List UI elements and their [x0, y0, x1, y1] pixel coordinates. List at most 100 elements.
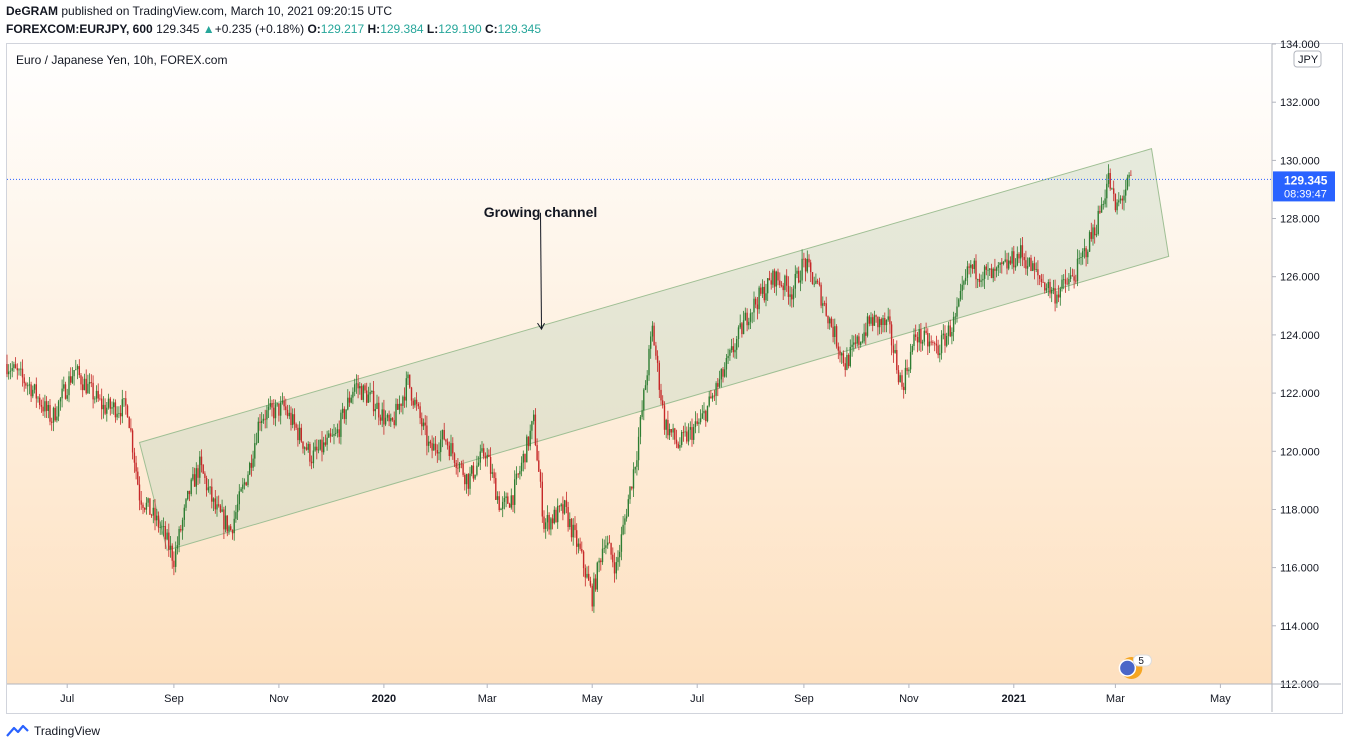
- candle-body: [717, 383, 719, 387]
- candle-body: [892, 345, 895, 353]
- candle-body: [980, 280, 982, 282]
- candle-body: [421, 418, 423, 427]
- current-price-badge: [1273, 171, 1335, 202]
- candle-body: [734, 349, 736, 353]
- candle-body: [1092, 227, 1094, 239]
- candle-body: [73, 370, 75, 377]
- candle-body: [445, 439, 447, 442]
- candle-body: [827, 315, 829, 324]
- candle-body: [674, 428, 676, 440]
- candle-body: [1111, 188, 1113, 190]
- publish-info: DeGRAM published on TradingView.com, Mar…: [6, 4, 392, 18]
- candle-body: [307, 444, 309, 450]
- candle-body: [1119, 198, 1122, 201]
- candle-body: [1104, 198, 1106, 205]
- candle-body: [531, 421, 533, 431]
- candle-body: [947, 325, 950, 336]
- candle-body: [765, 293, 767, 301]
- candle-body: [784, 275, 786, 291]
- candle-body: [1073, 276, 1075, 281]
- candle-body: [75, 369, 77, 371]
- candle-body: [1076, 258, 1079, 282]
- candle-body: [853, 342, 855, 345]
- candle-body: [582, 551, 585, 569]
- candle-body: [25, 383, 27, 386]
- candle-body: [946, 336, 948, 346]
- candle-body: [619, 551, 621, 558]
- x-tick-label: Jul: [60, 693, 74, 705]
- candle-body: [181, 519, 184, 531]
- candle-body: [273, 407, 275, 419]
- y-tick-label: 114.000: [1280, 621, 1319, 633]
- candle-body: [897, 370, 900, 383]
- candle-body: [465, 474, 468, 485]
- candle-body: [975, 260, 977, 280]
- candle-body: [997, 265, 999, 268]
- candle-body: [1002, 261, 1005, 264]
- candle-body: [515, 473, 518, 480]
- candle-body: [474, 474, 476, 479]
- candle-body: [252, 458, 254, 468]
- candle-body: [42, 406, 44, 412]
- candle-body: [558, 505, 561, 507]
- candle-body: [140, 500, 142, 505]
- y-tick-label: 128.000: [1280, 214, 1320, 226]
- candle-body: [321, 439, 323, 453]
- candle-body: [20, 368, 22, 370]
- candle-body: [157, 515, 160, 528]
- author[interactable]: DeGRAM: [6, 4, 59, 18]
- growing-channel[interactable]: [138, 148, 1170, 551]
- candle-body: [570, 519, 573, 538]
- x-tick-label: May: [582, 693, 603, 705]
- candle-body: [637, 436, 640, 461]
- candle-body: [505, 496, 507, 498]
- candle-body: [741, 323, 743, 335]
- candle-body: [875, 315, 877, 317]
- candle-body: [21, 368, 24, 378]
- candle-body: [787, 285, 790, 297]
- candle-body: [656, 355, 659, 363]
- candle-body: [643, 389, 645, 411]
- candle-body: [359, 386, 361, 389]
- candle-body: [130, 428, 132, 431]
- candle-body: [899, 375, 901, 383]
- candle-body: [162, 526, 165, 527]
- candle-body: [550, 518, 552, 530]
- candle-body: [903, 386, 905, 391]
- candle-body: [11, 368, 13, 371]
- candle-body: [335, 433, 337, 434]
- candle-body: [872, 317, 874, 326]
- candle-body: [154, 507, 156, 521]
- candle-body: [446, 441, 449, 446]
- candle-body: [193, 474, 196, 487]
- brand-label[interactable]: TradingView: [34, 724, 101, 738]
- candle-body: [753, 298, 755, 313]
- candle-body: [720, 369, 722, 380]
- candle-body: [259, 421, 261, 423]
- currency-badge[interactable]: [1293, 50, 1322, 68]
- candle-body: [27, 385, 29, 387]
- candle-body: [350, 397, 352, 403]
- candle-body: [846, 355, 848, 370]
- candle-body: [1052, 288, 1055, 290]
- candle-body: [877, 316, 879, 328]
- candle-body: [39, 397, 41, 405]
- candle-body: [207, 487, 210, 491]
- candle-body: [390, 418, 392, 422]
- candle-body: [192, 474, 194, 480]
- candle-body: [694, 421, 697, 428]
- candle-body: [607, 542, 609, 546]
- annotation-text[interactable]: Growing channel: [484, 204, 598, 220]
- candle-body: [407, 374, 409, 379]
- candle-body: [555, 509, 557, 523]
- candle-body: [627, 499, 629, 517]
- candle-body: [880, 319, 882, 325]
- candle-body: [436, 450, 438, 454]
- flag-icon: [1118, 659, 1137, 677]
- candle-body: [701, 413, 703, 419]
- candle-body: [763, 286, 765, 301]
- candle-body: [577, 543, 580, 547]
- x-tick-label: 2020: [372, 693, 396, 705]
- candle-body: [930, 341, 932, 343]
